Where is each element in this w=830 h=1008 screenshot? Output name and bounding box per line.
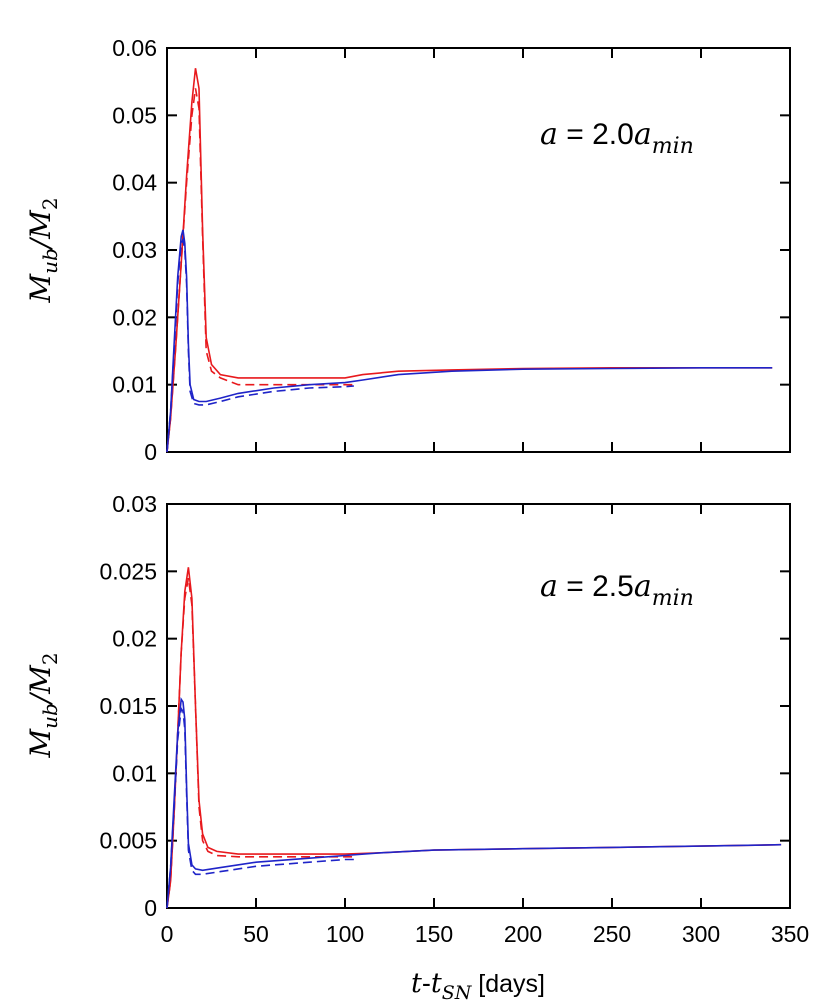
- y-tick-label-bottom: 0.015: [99, 693, 157, 719]
- y-tick-label-top: 0: [144, 439, 157, 465]
- series-line-top-1: [166, 88, 354, 453]
- series-top: [166, 68, 773, 453]
- series-line-bottom-1: [166, 577, 354, 909]
- y-tick-label-bottom: 0.03: [112, 491, 157, 517]
- y-tick-label-bottom: 0: [144, 895, 157, 921]
- y-tick-label-top: 0.06: [112, 35, 157, 61]
- x-tick-label: 300: [682, 921, 720, 947]
- y-tick-label-bottom: 0.02: [112, 626, 157, 652]
- svg-text:Mub/M2: Mub/M2: [24, 652, 62, 758]
- y-tick-label-bottom: 0.005: [99, 828, 157, 854]
- series-bottom: [166, 567, 782, 909]
- x-tick-label: 250: [593, 921, 631, 947]
- ticks-top: 0 0.01 0.02 0.03 0.04 0.05 0.06: [112, 35, 791, 465]
- svg-text:Mub/M2: Mub/M2: [24, 197, 62, 303]
- series-line-bottom-2: [166, 697, 782, 909]
- x-tick-label: 200: [504, 921, 542, 947]
- series-line-top-0: [166, 68, 773, 453]
- y-tick-label-top: 0.03: [112, 237, 157, 263]
- y-tick-label-top: 0.04: [112, 170, 157, 196]
- x-tick-label: 350: [771, 921, 809, 947]
- y-tick-label-top: 0.01: [112, 372, 157, 398]
- annotation-bottom: a = 2.5amin: [540, 569, 694, 611]
- x-tick-label: 100: [326, 921, 364, 947]
- annotation-top: a = 2.0amin: [540, 117, 694, 159]
- panel-top: 0 0.01 0.02 0.03 0.04 0.05 0.06 a = 2.0amin Mu…: [24, 35, 791, 465]
- x-tick-label: 150: [415, 921, 453, 947]
- y-tick-label-bottom: 0.01: [112, 760, 157, 786]
- xlabel: t-tSN [days]: [411, 968, 545, 1004]
- plot-frame-bottom: [166, 503, 791, 909]
- ticks-bottom: 0 50 100 150 200 250 300 350 0 0.005 0.01 0.015 0.02…: [99, 491, 809, 947]
- x-tick-label: 0: [161, 921, 174, 947]
- y-tick-label-bottom: 0.025: [99, 558, 157, 584]
- panel-bottom: 0 50 100 150 200 250 300 350 0 0.005 0.01 0.015 0.02…: [24, 491, 809, 1004]
- series-line-bottom-3: [166, 706, 354, 909]
- ylabel-top: Mub/M2: [24, 197, 62, 303]
- series-line-top-2: [166, 229, 773, 453]
- y-tick-label-top: 0.05: [112, 102, 157, 128]
- y-tick-label-top: 0.02: [112, 304, 157, 330]
- plot-frame-top: [166, 47, 791, 453]
- x-tick-label: 50: [243, 921, 269, 947]
- ylabel-bottom: Mub/M2: [24, 652, 62, 758]
- series-line-top-3: [166, 237, 354, 453]
